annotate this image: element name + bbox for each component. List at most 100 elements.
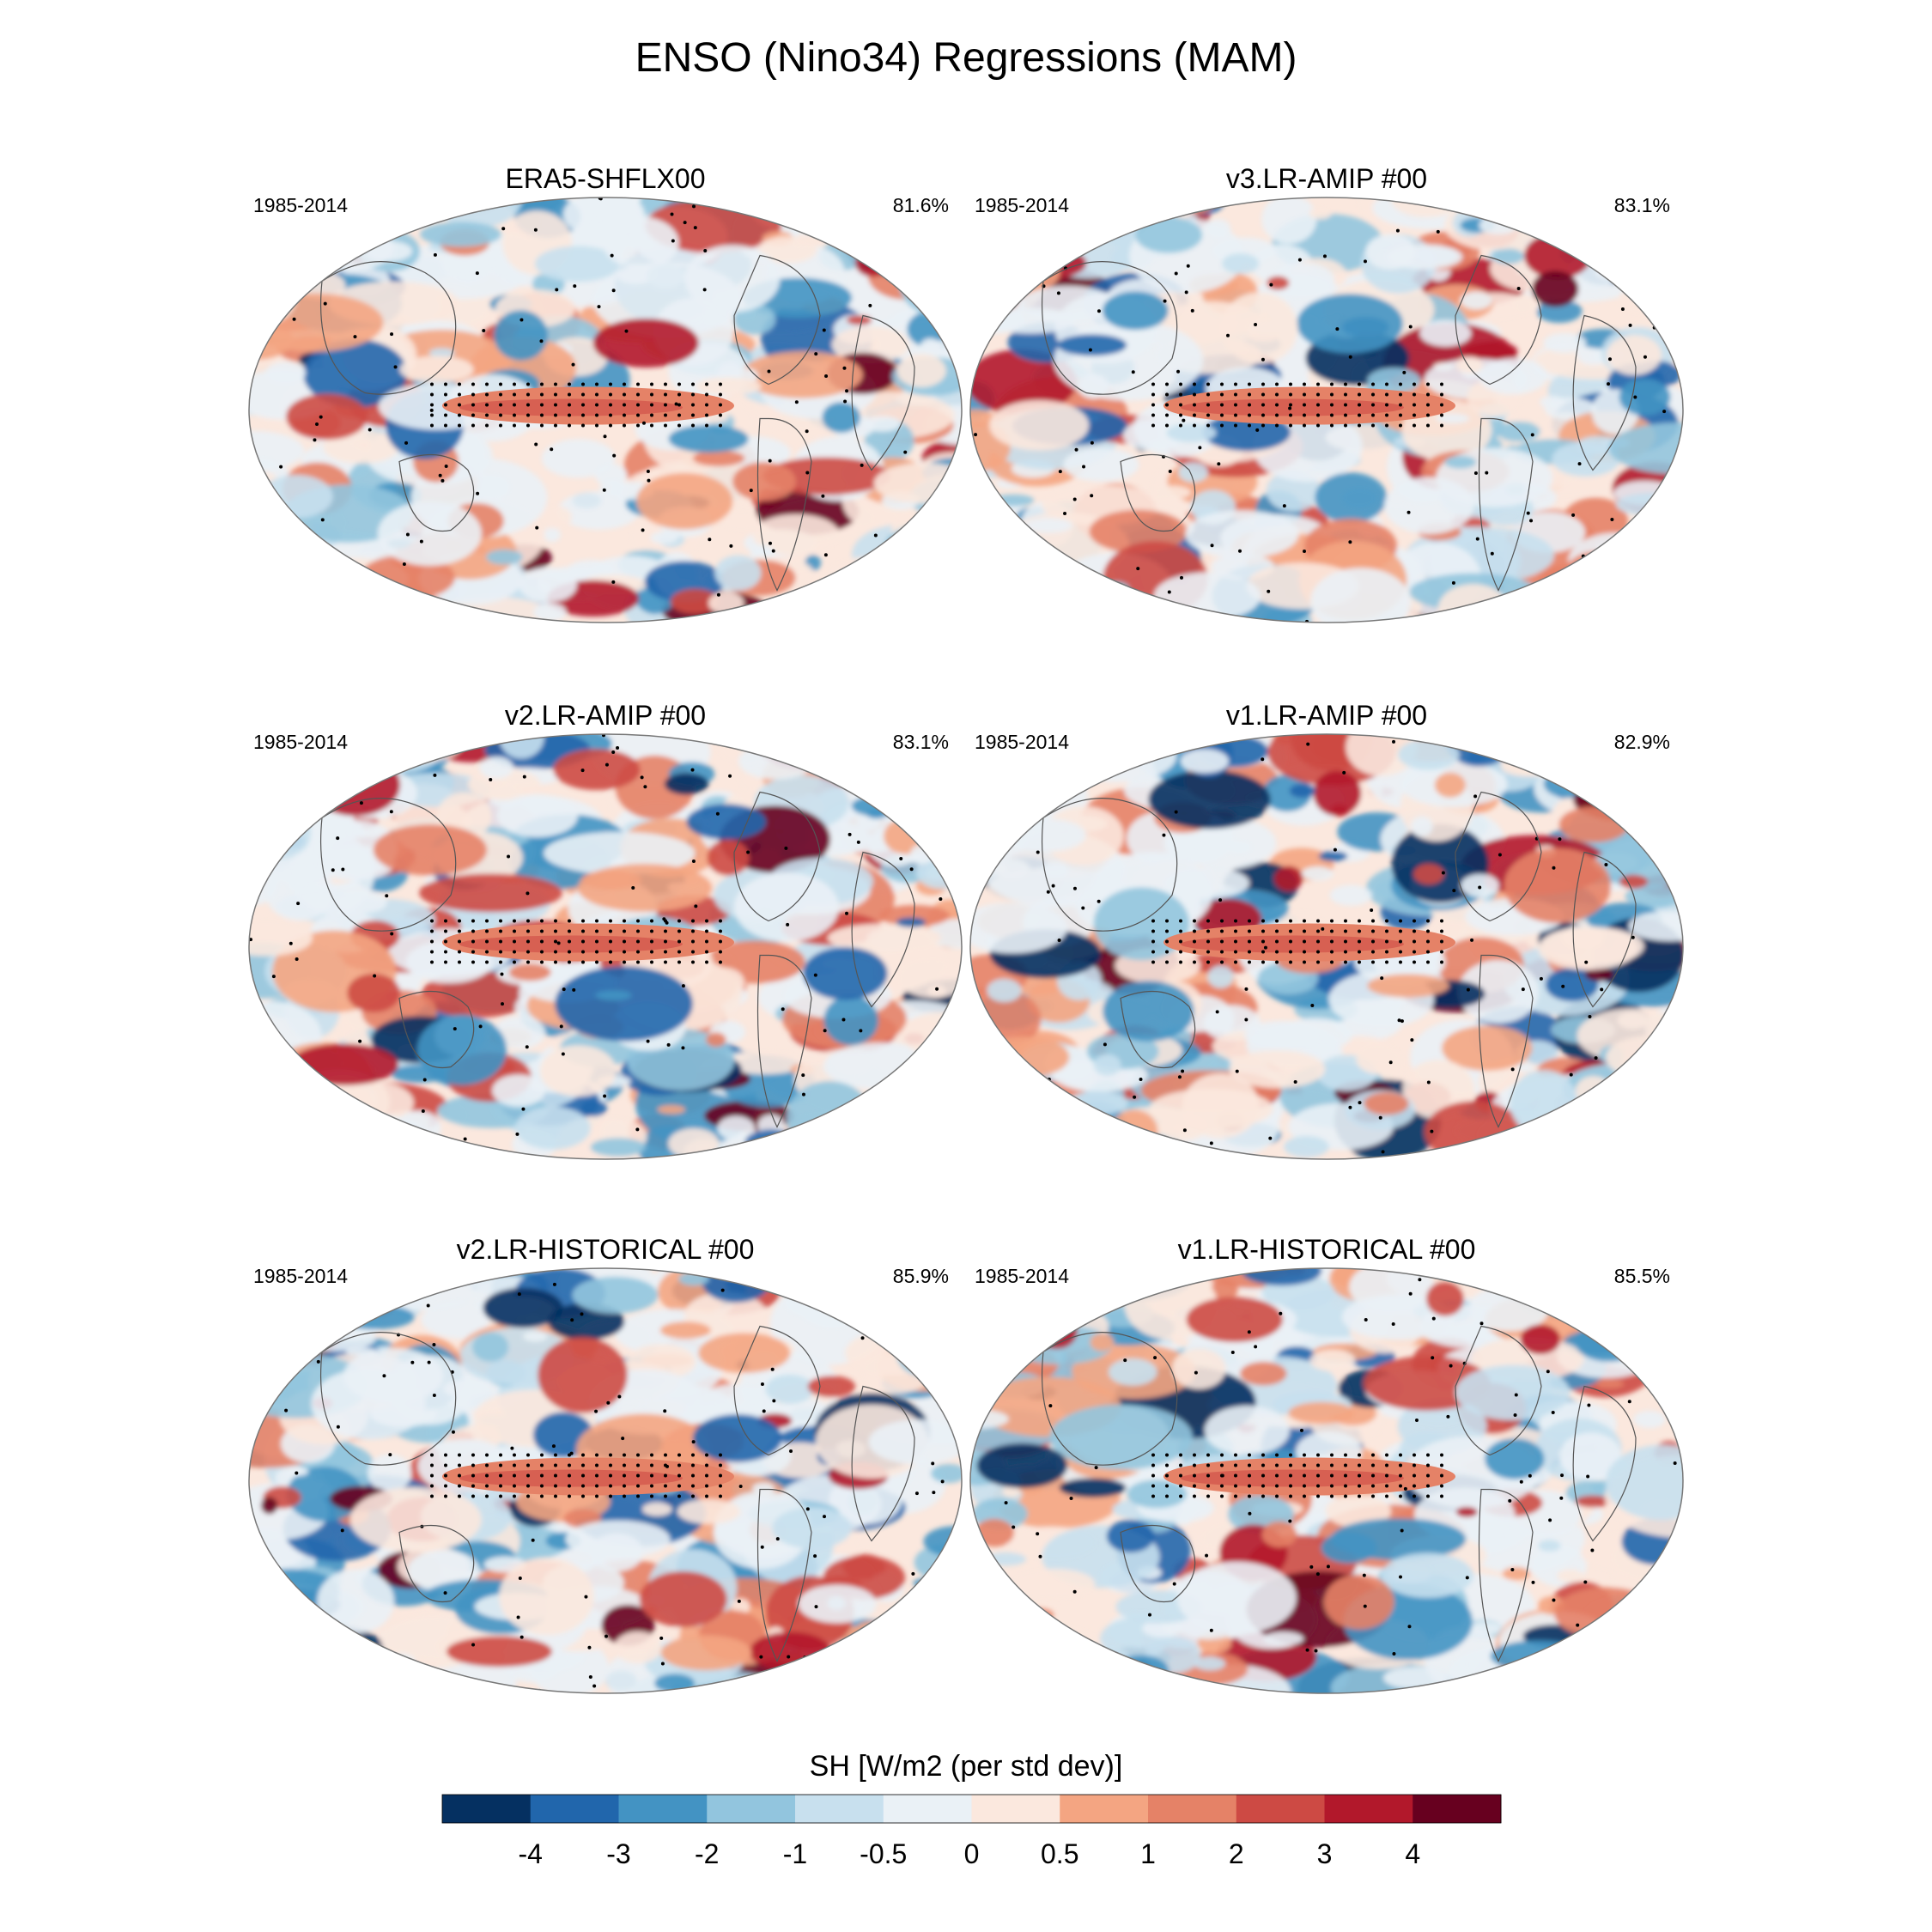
anomaly-blob [1283, 1135, 1329, 1157]
significance-dot [603, 1094, 607, 1098]
anomaly-blob [1659, 304, 1683, 335]
anomaly-blob [493, 1016, 546, 1049]
significance-dot [705, 423, 708, 428]
significance-dot [1385, 423, 1388, 428]
anomaly-blob [1600, 222, 1668, 276]
significance-dot [860, 463, 864, 467]
significance-dot [1413, 960, 1416, 964]
anomaly-blob [496, 794, 579, 838]
anomaly-blob [1610, 734, 1683, 757]
anomaly-blob [922, 220, 962, 286]
anomaly-blob [1244, 1020, 1318, 1051]
significance-dot [581, 1463, 585, 1467]
significance-dot [705, 919, 708, 923]
significance-dot [814, 1605, 818, 1609]
significance-dot [636, 939, 640, 944]
significance-dot [1193, 1473, 1196, 1478]
anomaly-blob [725, 1050, 806, 1075]
anomaly-blob [295, 737, 367, 760]
significance-dot [580, 769, 585, 773]
anomaly-blob [1425, 1281, 1464, 1316]
anomaly-blob [249, 588, 310, 623]
significance-dot [605, 762, 609, 767]
anomaly-blob [1634, 1615, 1683, 1649]
significance-dot [1321, 927, 1325, 931]
significance-dot [444, 929, 447, 933]
significance-dot [1316, 423, 1320, 428]
anomaly-blob [304, 555, 334, 569]
significance-dot [1330, 423, 1334, 428]
significance-dot [636, 1494, 640, 1498]
anomaly-blob [1600, 1066, 1683, 1137]
significance-dot [1248, 403, 1251, 407]
anomaly-blob [1613, 1092, 1641, 1102]
significance-dot [1316, 1473, 1320, 1478]
anomaly-blob [289, 1326, 376, 1352]
anomaly-blob [979, 1132, 1060, 1159]
coastline [1478, 1488, 1534, 1662]
significance-dot [719, 1484, 722, 1488]
significance-dot [1074, 1299, 1078, 1303]
significance-dot [430, 1463, 434, 1467]
significance-dot [1529, 519, 1534, 523]
anomaly-blob [1321, 1532, 1377, 1564]
significance-dot [595, 1463, 598, 1467]
significance-dot [822, 328, 826, 332]
significance-dot [1179, 960, 1182, 964]
significance-dot [1602, 258, 1607, 263]
significance-dot [623, 960, 626, 964]
significance-dot [513, 392, 516, 397]
anomaly-blob [446, 1636, 552, 1668]
significance-dot [1305, 1648, 1309, 1652]
anomaly-blob [1512, 1268, 1538, 1291]
significance-dot [1577, 462, 1582, 466]
significance-dot [430, 950, 434, 954]
anomaly-blob [1599, 746, 1673, 796]
significance-dot [1413, 939, 1416, 944]
significance-dot [870, 572, 874, 576]
anomaly-blob [258, 808, 312, 857]
significance-dot [1193, 919, 1196, 923]
significance-dot [1620, 307, 1625, 311]
significance-dot [323, 301, 327, 306]
anomaly-blob [1455, 1364, 1571, 1420]
significance-dot [1426, 423, 1430, 428]
anomaly-blob [1325, 1494, 1392, 1528]
significance-dot [261, 197, 265, 201]
significance-dot [485, 960, 489, 964]
significance-dot [592, 1684, 597, 1688]
anomaly-blob [970, 215, 1012, 264]
significance-dot [1358, 1453, 1361, 1457]
significance-dot [1440, 392, 1443, 397]
panel-title: v2.LR-AMIP #00 [504, 700, 707, 731]
significance-dot [1490, 551, 1494, 556]
significance-dot [1413, 1484, 1416, 1488]
significance-dot [540, 423, 544, 428]
significance-dot [775, 1537, 780, 1541]
significance-dot [458, 392, 461, 397]
significance-dot [719, 1473, 722, 1478]
anomaly-blob [255, 561, 340, 623]
anomaly-blob [260, 511, 289, 528]
significance-dot [554, 392, 557, 397]
significance-dot [1546, 1370, 1550, 1374]
significance-dot [526, 423, 530, 428]
significance-dot [1430, 1129, 1434, 1133]
significance-dot [499, 1484, 502, 1488]
significance-dot [331, 868, 335, 872]
significance-dot [471, 919, 475, 923]
significance-dot [1426, 939, 1430, 944]
significance-dot [526, 1473, 530, 1478]
panel-pattern-score: 85.9% [892, 1265, 949, 1287]
significance-dot [602, 488, 606, 492]
anomaly-blob [1122, 734, 1162, 746]
significance-dot [1289, 403, 1292, 407]
significance-dot [623, 1473, 626, 1478]
anomaly-blob [970, 561, 1001, 596]
anomaly-blob [931, 526, 962, 553]
anomaly-blob [291, 247, 322, 274]
anomaly-blob [1627, 1633, 1683, 1682]
significance-dot [1385, 1453, 1388, 1457]
anomaly-blob [1329, 884, 1372, 906]
colorbar-tick-label: 3 [1317, 1838, 1333, 1869]
